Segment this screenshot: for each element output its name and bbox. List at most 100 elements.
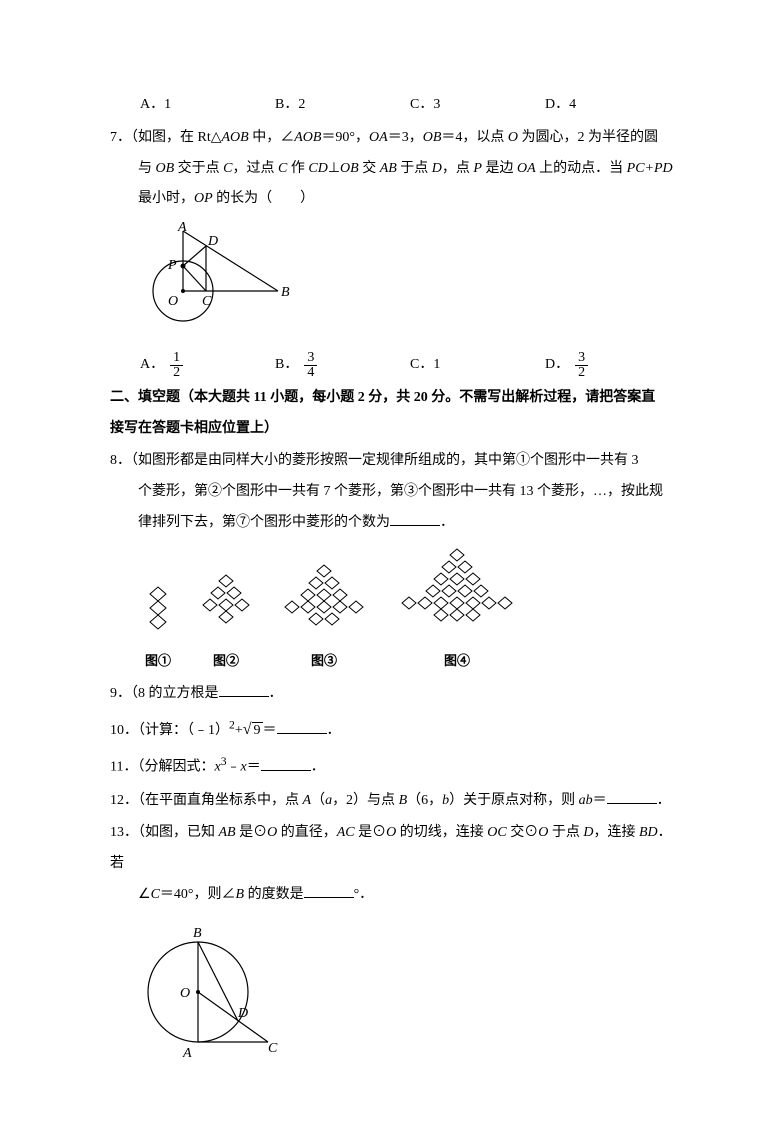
q13-figure: B O D A C (138, 917, 680, 1080)
q8-line2: 个菱形，第②个图形中一共有 7 个菱形，第③个图形中一共有 13 个菱形，…，按… (110, 477, 680, 508)
q7-aob: AOB (222, 130, 249, 145)
q7-aob2: AOB (294, 130, 321, 145)
q13-line2: ∠C＝40°，则∠B 的度数是°． (110, 880, 680, 911)
q13-label-a: A (182, 1046, 192, 1061)
q12-blank (607, 789, 657, 804)
q7-op: OP (194, 191, 213, 206)
q7-options: A． 12 B． 34 C．1 D． 32 (110, 350, 680, 381)
q6-option-a: A．1 (140, 90, 275, 121)
q8-fig2-label: 图② (196, 647, 256, 676)
q7-option-d: D． 32 (545, 350, 680, 381)
q7-number: 7． (110, 130, 131, 145)
q9-text: （8 的立方根是 (131, 686, 219, 701)
q7-option-a: A． 12 (140, 350, 275, 381)
q7-ab: AB (380, 161, 397, 176)
q12-number: 12． (110, 793, 138, 808)
q7-ob2: OB (156, 161, 175, 176)
q8-fig3: 图③ (274, 562, 374, 675)
q11-blank (261, 756, 311, 771)
q7-l2b: 交于点 (174, 161, 223, 176)
q7-optc-text: C．1 (410, 350, 440, 381)
q6-option-c-text: C．3 (410, 90, 440, 121)
q7-label-a: A (177, 221, 187, 235)
q10-period: ． (327, 723, 341, 738)
q13-l2a: ∠ (138, 887, 151, 902)
q13-C: C (151, 887, 160, 902)
q12-B: B (399, 793, 408, 808)
q13-te: 的切线，连接 (396, 825, 487, 840)
q12-tb: （ (311, 793, 325, 808)
q7-oa2: OA (517, 161, 536, 176)
q13-ac: AC (337, 825, 355, 840)
q7-opta-num: 1 (170, 351, 183, 366)
q12-tc: ，2）与点 (332, 793, 399, 808)
q10-tc: ＝ (263, 723, 277, 738)
q8-l2b: 个图形中一共有 7 个菱形，第 (222, 484, 404, 499)
q8-fig3-svg (274, 562, 374, 632)
q7-l2j: 上的动点．当 (536, 161, 627, 176)
q13-l2c: 的度数是 (244, 887, 304, 902)
q12-period: ． (657, 793, 671, 808)
q8-l2c: 个图形中一共有 13 个菱形，…，按此规 (418, 484, 663, 499)
q13-d: D (583, 825, 593, 840)
q7-optd-num: 3 (575, 351, 588, 366)
q7-opta-den: 2 (170, 366, 183, 380)
q8-figures: 图① 图② (138, 547, 680, 675)
q7-label-p: P (167, 258, 177, 273)
q7-optb-frac: 34 (304, 351, 317, 380)
q7-line2: 与 OB 交于点 C，过点 C 作 CD⊥OB 交 AB 于点 D，点 P 是边… (110, 154, 680, 185)
q8-fig3-label: 图③ (274, 647, 374, 676)
q8-t1: （如图形都是由同样大小的菱形按照一定规律所组成的，其中第 (131, 453, 516, 468)
q13-ab: AB (219, 825, 236, 840)
q7-t2: 中，∠ (249, 130, 295, 145)
q6-options: A．1 B．2 C．3 D．4 (110, 90, 680, 121)
q7-l2e: ⊥ (328, 161, 340, 176)
q7-t3: ＝90°， (321, 130, 369, 145)
q13-tc: 的直径， (277, 825, 337, 840)
q8-fig2: 图② (196, 572, 256, 675)
q7-option-b: B． 34 (275, 350, 410, 381)
q9-period: ． (269, 686, 283, 701)
q8-blank (390, 511, 440, 526)
q7-t6: 为圆心，2 为半径的圆 (518, 130, 658, 145)
q9-blank (219, 682, 269, 697)
q12-tf: ＝ (593, 793, 607, 808)
q10: 10．（计算：（﹣1）2+√9＝． (110, 712, 680, 747)
q13-o1: O (267, 825, 277, 840)
q8-l3b: 个图形中菱形的个数为 (250, 515, 390, 530)
q7-optb-label: B． (275, 350, 298, 381)
q7-label-c: C (202, 294, 212, 309)
q13-o3: O (538, 825, 548, 840)
q13-td: 是⊙ (355, 825, 387, 840)
q8-t2: 个图形中一共有 3 (530, 453, 639, 468)
q7-c2: C (278, 161, 287, 176)
q8-fig1-label: 图① (138, 647, 178, 676)
q7-ob3: OB (340, 161, 359, 176)
q11-number: 11． (110, 760, 137, 775)
q10-blank (277, 719, 327, 734)
q7-optb-den: 4 (304, 366, 317, 380)
q11-eq: ＝ (247, 760, 261, 775)
q7-l2h: ，点 (442, 161, 474, 176)
q6-option-b-text: B．2 (275, 90, 305, 121)
q13-tf: 交⊙ (507, 825, 539, 840)
q7-p: P (473, 161, 482, 176)
q8-c3: ③ (404, 484, 418, 499)
q6-option-d: D．4 (545, 90, 680, 121)
q13-label-b: B (193, 926, 202, 941)
q8-period: ． (440, 515, 454, 530)
section2-heading: 二、填空题（本大题共 11 小题，每小题 2 分，共 20 分。不需写出解析过程… (110, 383, 680, 445)
q8-l3a: 律排列下去，第 (138, 515, 236, 530)
q13-bd: BD (639, 825, 658, 840)
q13-label-o: O (180, 986, 190, 1001)
q8-line1: 8．（如图形都是由同样大小的菱形按照一定规律所组成的，其中第①个图形中一共有 3 (110, 446, 680, 477)
q7-label-d: D (207, 234, 218, 249)
q8-fig4-svg (392, 547, 522, 632)
q11: 11．（分解因式：x3﹣x＝． (110, 749, 680, 783)
q7-c: C (223, 161, 232, 176)
q7-o: O (508, 130, 518, 145)
q13-ta: （如图，已知 (138, 825, 219, 840)
q11-ta: （分解因式： (137, 760, 214, 775)
q8-line3: 律排列下去，第⑦个图形中菱形的个数为． (110, 508, 680, 539)
q11-minus: ﹣ (227, 760, 241, 775)
